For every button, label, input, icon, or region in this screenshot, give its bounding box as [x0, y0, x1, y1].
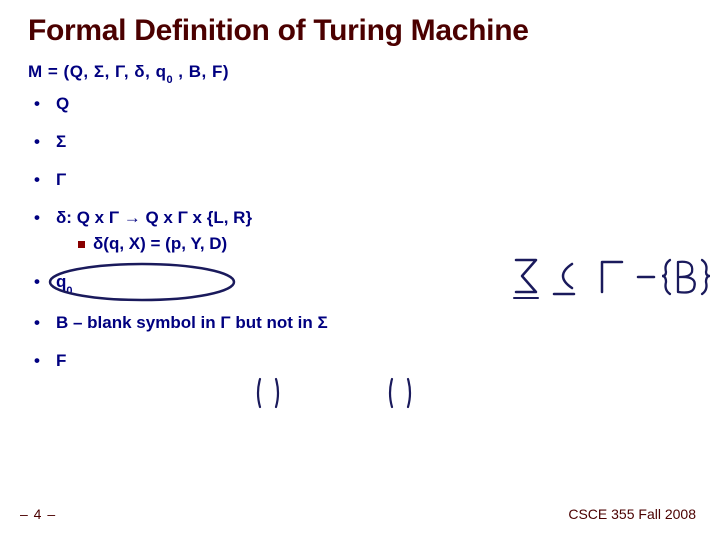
bullet-item: B – blank symbol in Γ but not in Σ: [34, 313, 692, 333]
tuple-definition: M = (Q, Σ, Γ, δ, q0 , B, F): [28, 62, 692, 84]
bullet-item: Γ: [34, 170, 692, 190]
slide-title: Formal Definition of Turing Machine: [28, 14, 692, 48]
bullet-item: Q: [34, 94, 692, 114]
course-footer: CSCE 355 Fall 2008: [568, 506, 696, 522]
bullet-list: QΣΓδ: Q x Γ → Q x Γ x {L, R}δ(q, X) = (p…: [34, 94, 692, 370]
bullet-item: F: [34, 351, 692, 371]
slide-number: – 4 –: [20, 506, 56, 522]
paren-sigma: [388, 375, 412, 411]
bullet-item: q0: [34, 272, 692, 294]
sub-bullet: δ(q, X) = (p, Y, D): [56, 234, 692, 254]
bullet-item: Σ: [34, 132, 692, 152]
paren-gamma: [256, 375, 280, 411]
bullet-item: δ: Q x Γ → Q x Γ x {L, R}δ(q, X) = (p, Y…: [34, 208, 692, 254]
